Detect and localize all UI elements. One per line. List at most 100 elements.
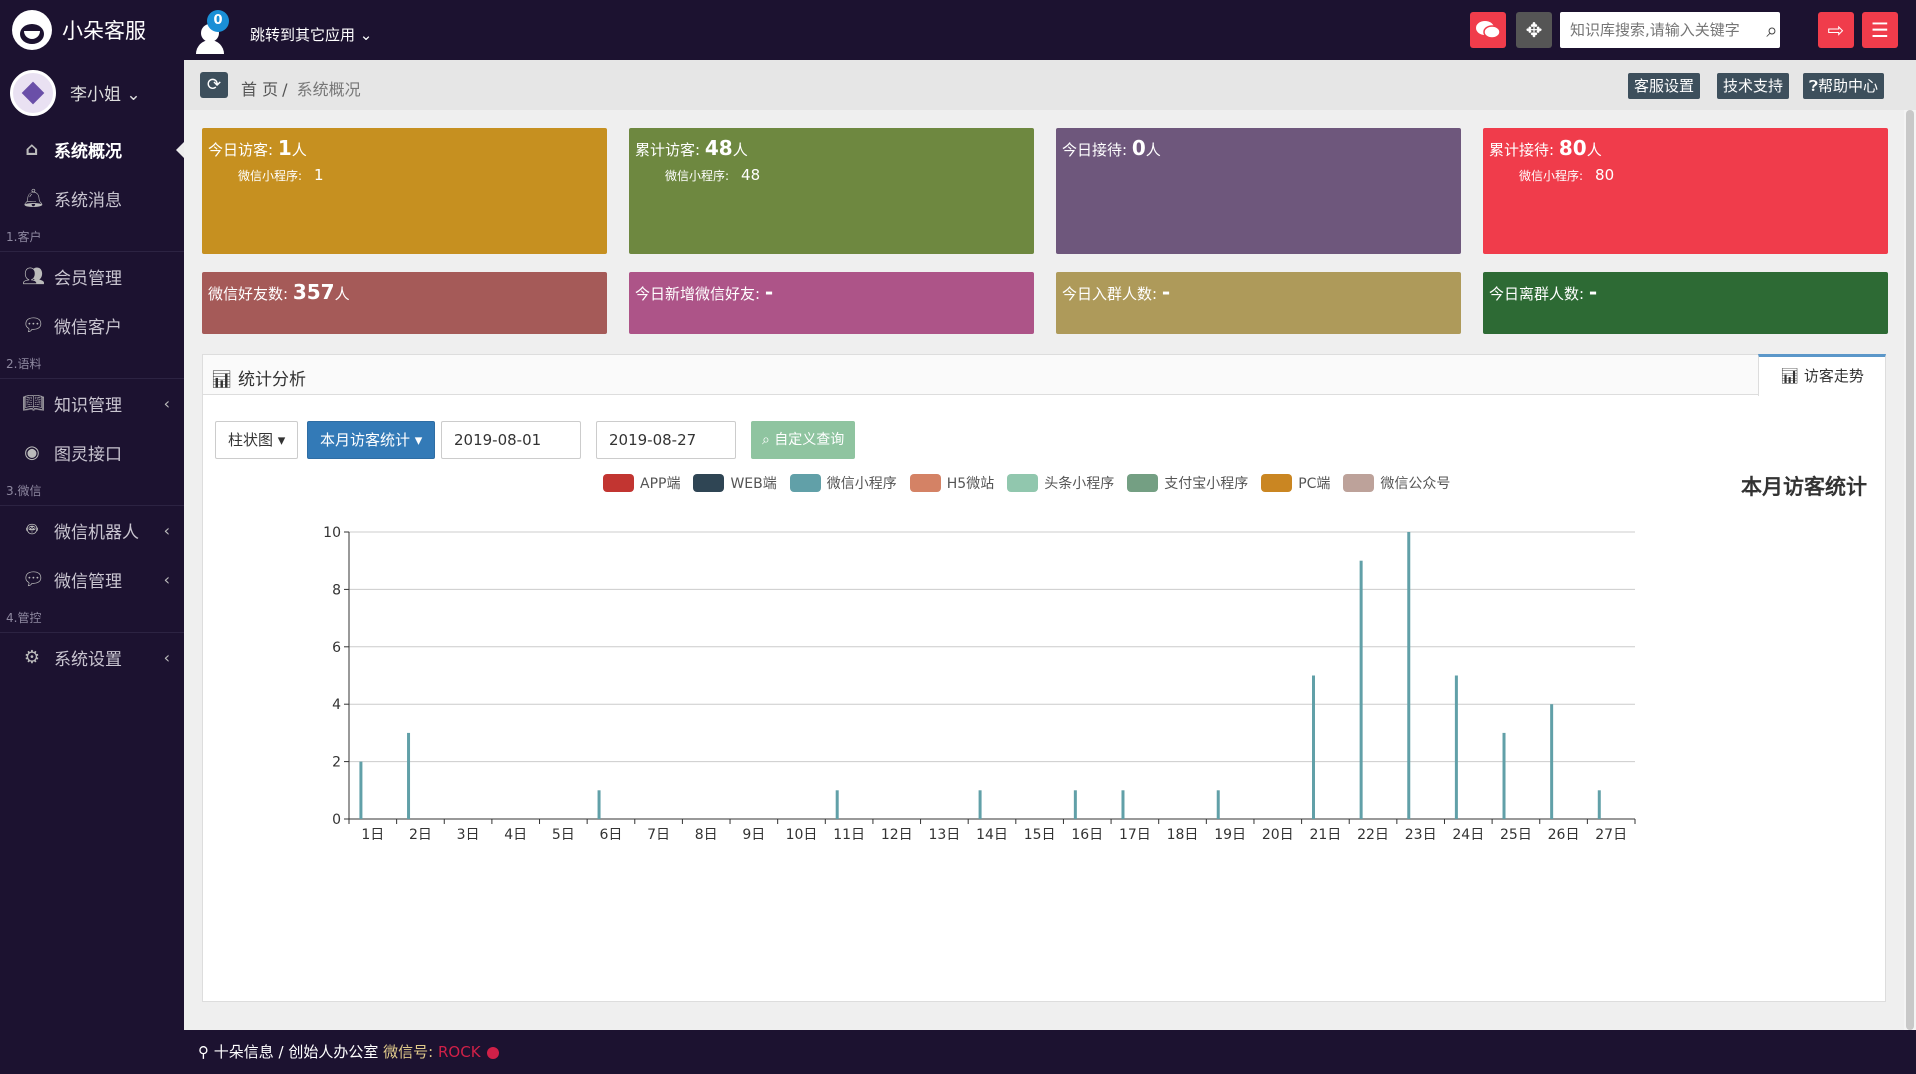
caret-down-icon: ▾ — [277, 431, 286, 449]
chevron-left-icon: ‹ — [163, 648, 170, 667]
scrollbar[interactable] — [1904, 110, 1916, 1030]
fullscreen-button[interactable]: ✥ — [1516, 12, 1552, 48]
logout-button[interactable]: ⇨ — [1818, 12, 1854, 48]
menu-button[interactable]: ☰ — [1862, 12, 1898, 48]
legend-item[interactable]: H5微站 — [909, 473, 994, 493]
legend-item[interactable]: APP端 — [603, 473, 680, 493]
legend-swatch — [1343, 474, 1375, 492]
chart-bar — [597, 790, 601, 819]
x-tick-label: 22日 — [1357, 827, 1389, 843]
x-tick-label: 11日 — [833, 827, 865, 843]
sidebar-item-wechat-management[interactable]: 💬︎ 微信管理 ‹ — [22, 569, 170, 592]
legend-swatch — [909, 474, 941, 492]
refresh-button[interactable]: ⟳ — [200, 72, 228, 98]
chart-type-select[interactable]: 柱状图 ▾ — [215, 421, 299, 459]
user-name: 李小姐 — [70, 85, 121, 105]
sidebar-item-overview[interactable]: ⌂ 系统概况 — [0, 125, 184, 174]
x-tick-label: 5日 — [552, 827, 575, 843]
statistics-panel: 📊︎ 统计分析 📊︎ 访客走势 柱状图 ▾ 本月访客统计 ▾ 2019-08-0… — [202, 354, 1886, 1002]
notification-user-button[interactable]: 0 — [193, 10, 229, 54]
x-tick-label: 8日 — [695, 827, 718, 843]
legend-swatch — [603, 474, 634, 492]
stat-today-leave-group: 今日离群人数: - — [1483, 272, 1888, 334]
x-tick-label: 4日 — [504, 827, 527, 843]
legend-item[interactable]: WEB端 — [693, 473, 777, 493]
user-profile[interactable]: 李小姐 ⌄ — [0, 60, 184, 125]
expand-icon: ✥ — [1525, 18, 1543, 42]
service-settings-button[interactable]: 客服设置 — [1628, 73, 1701, 99]
y-tick-label: 10 — [323, 525, 341, 541]
legend-item[interactable]: 微信公众号 — [1343, 473, 1450, 493]
tech-support-button[interactable]: 技术支持 — [1717, 73, 1790, 99]
sidebar-item-members[interactable]: 👥︎ 会员管理 — [22, 266, 122, 289]
date-from-input[interactable]: 2019-08-01 — [441, 421, 581, 459]
x-tick-label: 17日 — [1119, 827, 1151, 843]
sidebar-item-turing-api[interactable]: ◉ 图灵接口 — [0, 428, 184, 477]
legend-item[interactable]: PC端 — [1261, 473, 1330, 493]
legend-swatch — [1127, 474, 1159, 492]
logo-icon — [12, 10, 52, 50]
sidebar-section-customers: 1.客户 — [0, 223, 184, 252]
chevron-left-icon: ‹ — [163, 570, 170, 589]
x-tick-label: 15日 — [1024, 827, 1056, 843]
y-tick-label: 8 — [332, 582, 341, 598]
sidebar-item-knowledge[interactable]: 📖︎ 知识管理 ‹ — [22, 393, 170, 416]
breadcrumb-home[interactable]: 首 页 — [241, 80, 279, 99]
bar-chart-icon: 📊︎ — [1780, 367, 1800, 385]
stat-total-reception: 累计接待: 80人 微信小程序: 80 — [1483, 128, 1888, 254]
y-tick-label: 0 — [332, 812, 341, 828]
sidebar-item-messages[interactable]: 🔔︎ 系统消息 — [22, 188, 122, 211]
wechat-button[interactable] — [1470, 12, 1506, 48]
period-select[interactable]: 本月访客统计 ▾ — [307, 421, 436, 459]
help-center-button[interactable]: ❓︎帮助中心 — [1803, 73, 1885, 99]
sidebar-item-wechat-robot[interactable]: 🤖︎ 微信机器人 ‹ — [0, 506, 184, 555]
main-content: 今日访客: 1人 微信小程序: 1 累计访客: 48人 微信小程序: 48 今日接待… — [184, 110, 1904, 1030]
notification-badge: 0 — [207, 10, 229, 32]
chevron-down-icon: ⌄ — [355, 26, 373, 44]
stat-total-visitors: 累计访客: 48人 微信小程序: 48 — [629, 128, 1034, 254]
breadcrumb-bar: ⟳ 首 页 / 系统概况 客服设置 技术支持 ❓︎帮助中心 — [184, 60, 1916, 110]
chart-bar — [978, 790, 982, 819]
x-tick-label: 24日 — [1452, 827, 1484, 843]
chart-bar — [359, 761, 363, 819]
search-input[interactable] — [1560, 13, 1764, 47]
sidebar: 李小姐 ⌄ ⌂ 系统概况 🔔︎ 系统消息 1.客户 👥︎ 会员管理 💬︎ 微信客… — [0, 60, 184, 1030]
date-to-input[interactable]: 2019-08-27 — [596, 421, 736, 459]
y-tick-label: 2 — [332, 755, 341, 771]
legend-label: WEB端 — [730, 476, 777, 492]
x-tick-label: 21日 — [1309, 827, 1341, 843]
wechat-icon: 💬︎ — [22, 569, 45, 590]
legend-label: 微信公众号 — [1380, 476, 1451, 492]
legend-label: APP端 — [640, 476, 681, 492]
custom-query-button[interactable]: ⌕ 自定义查询 — [751, 421, 856, 459]
chart-bar — [1216, 790, 1220, 819]
target-icon: ◉ — [24, 442, 40, 463]
search-icon[interactable]: ⌕ — [1766, 18, 1778, 42]
chart-bar — [1073, 790, 1077, 819]
x-tick-label: 10日 — [786, 827, 818, 843]
app-logo[interactable]: 小朵客服 — [0, 0, 184, 60]
legend-item[interactable]: 支付宝小程序 — [1127, 473, 1248, 493]
users-icon: 👥︎ — [22, 266, 45, 287]
x-tick-label: 20日 — [1262, 827, 1294, 843]
chart-title: 本月访客统计 — [1741, 475, 1867, 499]
x-tick-label: 2日 — [409, 827, 432, 843]
breadcrumb-current: 系统概况 — [296, 80, 361, 99]
x-tick-label: 23日 — [1405, 827, 1437, 843]
legend-label: PC端 — [1298, 476, 1331, 492]
x-tick-label: 12日 — [881, 827, 913, 843]
sidebar-item-settings[interactable]: ⚙ 系统设置 ‹ — [23, 647, 170, 670]
tab-visitor-trend[interactable]: 📊︎ 访客走势 — [1758, 354, 1886, 396]
legend-item[interactable]: 头条小程序 — [1007, 473, 1114, 493]
gear-icon: ⚙ — [23, 647, 41, 668]
footer-wechat-id: ROCK — [438, 1043, 481, 1061]
x-tick-label: 1日 — [361, 827, 384, 843]
y-tick-label: 6 — [332, 640, 341, 656]
x-tick-label: 7日 — [647, 827, 670, 843]
status-dot — [487, 1046, 500, 1059]
sidebar-item-wechat-customers[interactable]: 💬︎ 微信客户 — [22, 315, 122, 338]
chart-bar — [1454, 675, 1458, 819]
chart-bar — [1359, 560, 1363, 819]
jump-apps-dropdown[interactable]: 跳转到其它应用 ⌄ — [250, 26, 373, 44]
legend-item[interactable]: 微信小程序 — [789, 473, 897, 493]
